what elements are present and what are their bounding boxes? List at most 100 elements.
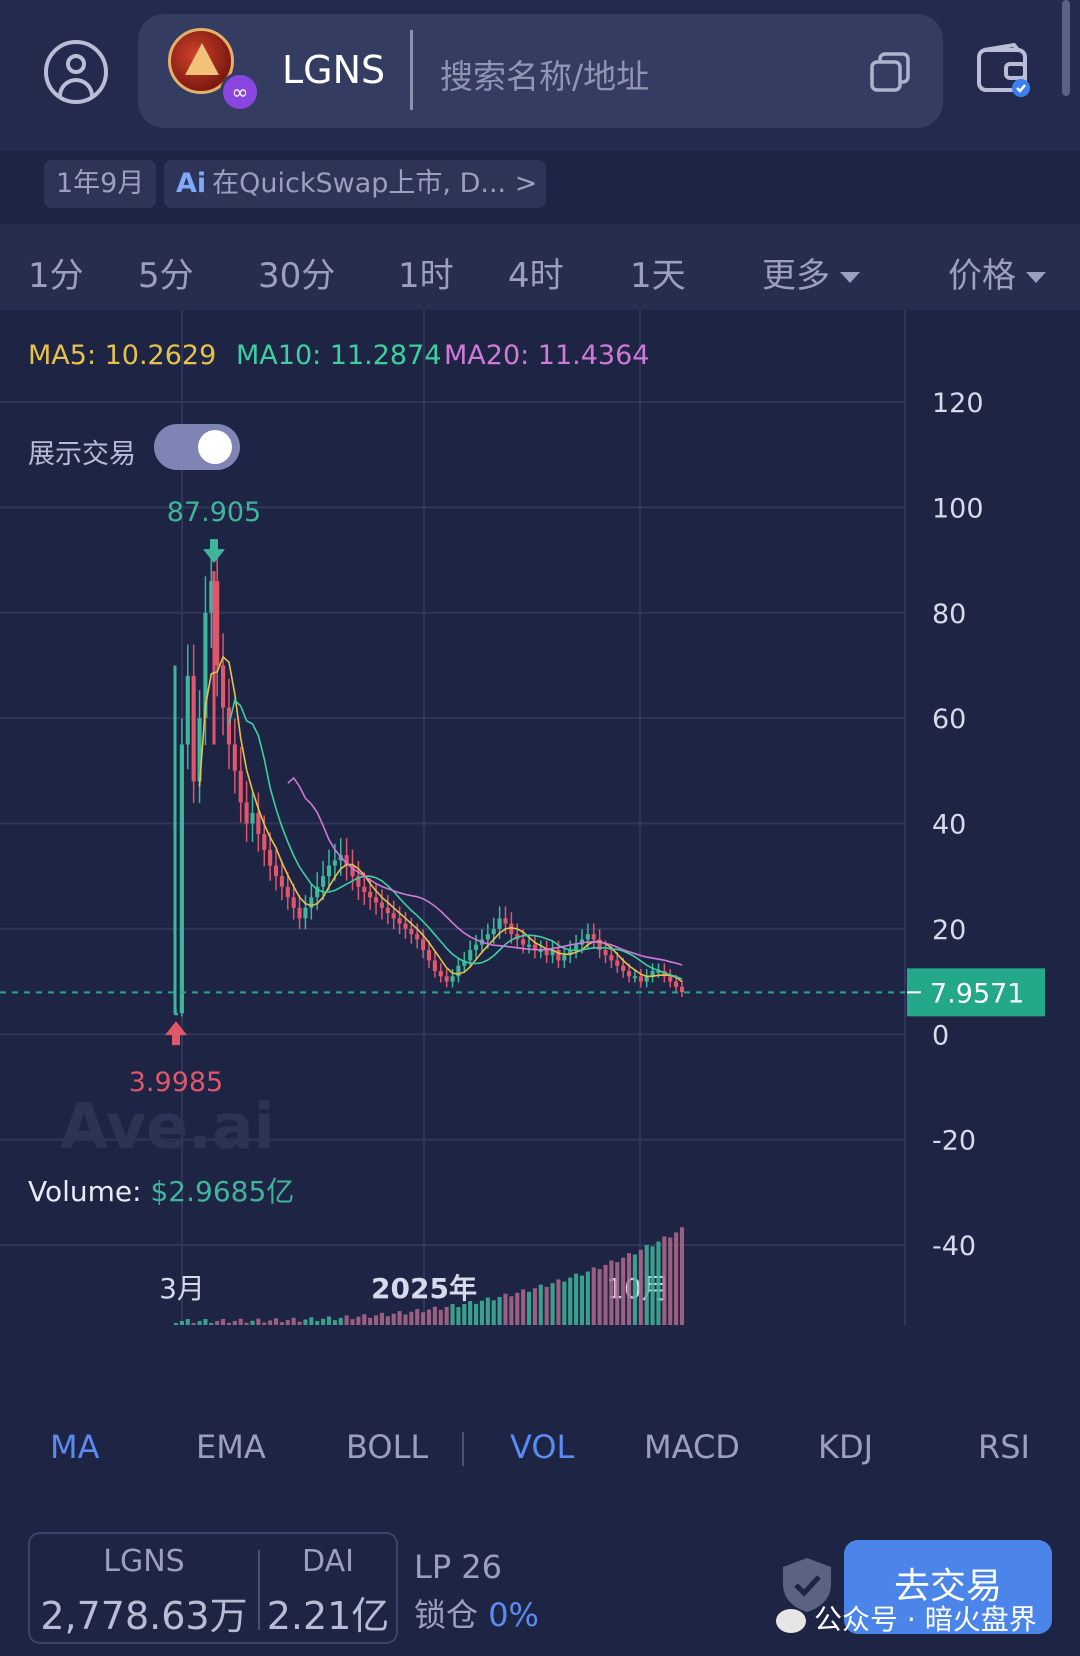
- volume-bar: [403, 1314, 408, 1325]
- indicator-kdj[interactable]: KDJ: [818, 1428, 874, 1466]
- candle-body: [532, 944, 537, 950]
- candle-body: [450, 976, 455, 982]
- volume-bar: [350, 1319, 355, 1325]
- x-tick-label: 2025年: [371, 1272, 477, 1305]
- token-symbol[interactable]: LGNS: [282, 48, 386, 92]
- candle-body: [268, 849, 273, 866]
- candle-body: [562, 955, 567, 961]
- volume-bar: [373, 1315, 379, 1325]
- indicator-boll[interactable]: BOLL: [346, 1428, 429, 1466]
- search-input[interactable]: 搜索名称/地址: [440, 57, 650, 96]
- copy-icon[interactable]: [868, 50, 912, 94]
- volume-bar: [632, 1254, 637, 1325]
- candle-body: [209, 581, 214, 613]
- volume-bar: [344, 1315, 349, 1325]
- volume-bar: [397, 1311, 402, 1325]
- volume-bar: [503, 1293, 508, 1325]
- indicator-rsi[interactable]: RSI: [978, 1428, 1030, 1466]
- volume-bar: [173, 1323, 179, 1325]
- timeframe-more-dropdown[interactable]: 更多: [762, 248, 860, 297]
- volume-bar: [621, 1257, 626, 1325]
- volume-bar: [450, 1304, 455, 1325]
- user-head-shape: [66, 54, 86, 74]
- indicator-ema[interactable]: EMA: [196, 1428, 266, 1466]
- scrollbar-thumb[interactable]: [1062, 0, 1070, 96]
- candle-body: [373, 897, 379, 903]
- candle-body: [591, 934, 596, 940]
- go-trade-button[interactable]: 去交易: [844, 1540, 1052, 1634]
- volume-bar: [297, 1321, 302, 1325]
- timeframe-1d[interactable]: 1天: [630, 256, 686, 296]
- volume-bar: [526, 1291, 532, 1325]
- candle-body: [368, 891, 373, 898]
- y-tick-label: 100: [932, 493, 984, 524]
- candle-body: [462, 960, 467, 966]
- timeframe-4h[interactable]: 4时: [508, 256, 564, 296]
- x-tick-label: 3月: [159, 1272, 205, 1305]
- volume-bar: [626, 1253, 632, 1325]
- token-search-bar[interactable]: ∞ LGNS 搜索名称/地址: [138, 14, 943, 128]
- candle-body: [456, 965, 461, 977]
- timeframe-30m[interactable]: 30分: [258, 256, 336, 296]
- volume-bar: [215, 1320, 220, 1325]
- candle-body: [221, 665, 226, 708]
- volume-bar: [273, 1318, 279, 1325]
- volume-bar: [221, 1318, 226, 1325]
- volume-bar: [338, 1317, 343, 1325]
- volume-bar: [250, 1320, 255, 1325]
- volume-bar: [662, 1236, 667, 1325]
- price-label: 价格: [948, 256, 1016, 296]
- show-trades-toggle[interactable]: [154, 424, 240, 470]
- price-chart[interactable]: 120 100 80 60 40 20 0 -20 -40 3月 2025年 10月 7.9571 87.…: [0, 310, 1080, 1370]
- candle-body: [432, 960, 437, 972]
- volume-bar: [556, 1279, 561, 1325]
- show-trades-label: 展示交易: [28, 439, 136, 470]
- y-tick-label: 40: [932, 810, 966, 841]
- volume-bar: [456, 1307, 461, 1325]
- candle-body: [403, 923, 408, 929]
- wechat-icon: [776, 1609, 806, 1633]
- ma20-line: [287, 776, 683, 966]
- candle-body: [491, 928, 496, 935]
- indicator-vol[interactable]: VOL: [510, 1428, 575, 1466]
- high-price-label: 87.905: [167, 497, 261, 528]
- volume-bar: [615, 1262, 620, 1325]
- candle-body: [279, 876, 284, 887]
- ai-news-chip[interactable]: Ai 在QuickSwap上市, D... >: [164, 160, 546, 208]
- volume-bar: [185, 1318, 190, 1325]
- indicator-separator: [462, 1432, 464, 1466]
- volume-bar: [197, 1320, 202, 1325]
- volume-bar: [179, 1320, 184, 1325]
- wallet-icon[interactable]: [976, 42, 1032, 98]
- wechat-caption: 公众号 · 暗火盘界: [776, 1598, 1037, 1638]
- candle-body: [409, 928, 414, 935]
- y-tick-label: -40: [932, 1231, 976, 1262]
- volume-bar: [285, 1320, 290, 1325]
- candle-body: [244, 802, 249, 824]
- ma20-legend: MA20: 11.4364: [444, 340, 650, 371]
- candle-body: [173, 1013, 179, 1016]
- search-divider: [410, 30, 413, 110]
- user-profile-icon[interactable]: [44, 40, 108, 104]
- indicator-ma[interactable]: MA: [50, 1428, 100, 1466]
- indicator-macd[interactable]: MACD: [644, 1428, 740, 1466]
- volume-bar: [597, 1269, 602, 1325]
- timeframe-1h[interactable]: 1时: [398, 256, 454, 296]
- pool-token-a: LGNS 2,778.63万: [40, 1544, 248, 1638]
- volume-bar: [362, 1314, 367, 1325]
- timeframe-5m[interactable]: 5分: [138, 256, 194, 296]
- volume-bar: [315, 1321, 320, 1325]
- candle-body: [362, 886, 367, 892]
- volume-bar: [203, 1318, 208, 1325]
- volume-bar: [550, 1283, 555, 1325]
- candle-body: [215, 581, 220, 666]
- candle-body: [626, 971, 632, 977]
- timeframe-1m[interactable]: 1分: [28, 256, 84, 296]
- token-logo-icon[interactable]: [168, 28, 234, 94]
- price-mode-dropdown[interactable]: 价格: [948, 248, 1046, 297]
- candle-body: [285, 886, 290, 898]
- volume-bar: [368, 1317, 373, 1325]
- volume-bar: [509, 1296, 514, 1325]
- volume-bar: [415, 1309, 420, 1325]
